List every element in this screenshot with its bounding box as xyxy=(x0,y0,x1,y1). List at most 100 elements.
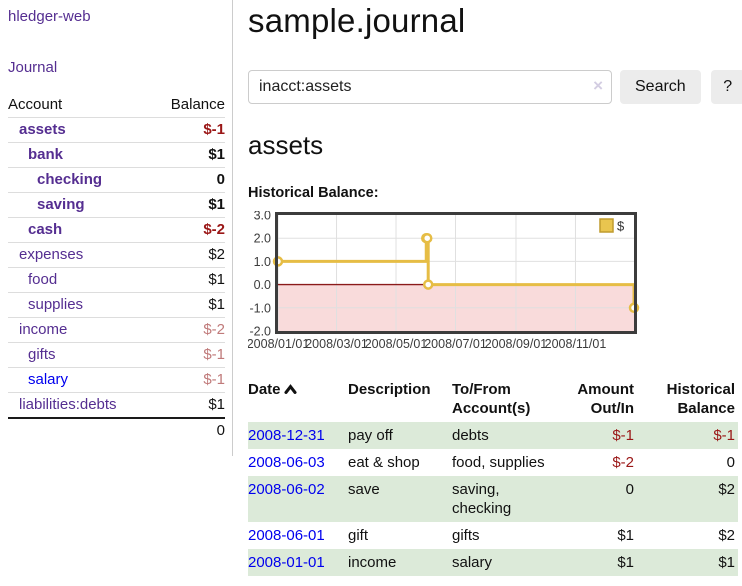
account-row: expenses$2 xyxy=(8,242,225,267)
transaction-description: income xyxy=(348,549,452,576)
transaction-accounts: gifts xyxy=(452,522,554,549)
transaction-accounts: debts xyxy=(452,422,554,449)
account-balance: $1 xyxy=(208,271,225,289)
transaction-date-link[interactable]: 2008-12-31 xyxy=(248,427,325,444)
transaction-balance: 0 xyxy=(642,449,738,476)
search-form: × Search ? xyxy=(248,70,742,104)
account-link-liabilities-debts[interactable]: liabilities:debts xyxy=(8,396,208,414)
search-input[interactable] xyxy=(248,70,612,104)
account-balance: $-2 xyxy=(203,321,225,339)
transaction-accounts: salary xyxy=(452,549,554,576)
account-row: salary$-1 xyxy=(8,367,225,392)
register-row: 2008-06-02 savesaving, checking0$2 xyxy=(248,476,738,522)
svg-text:0.0: 0.0 xyxy=(254,278,271,292)
transaction-date-link[interactable]: 2008-06-01 xyxy=(248,527,325,544)
column-header-date[interactable]: Date xyxy=(248,378,348,422)
date-header-label: Date xyxy=(248,381,281,398)
chart-title: Historical Balance: xyxy=(248,185,742,201)
account-row: supplies$1 xyxy=(8,292,225,317)
account-row: food$1 xyxy=(8,267,225,292)
account-balance: $1 xyxy=(208,296,225,314)
account-row: liabilities:debts$1 xyxy=(8,392,225,417)
transaction-description: gift xyxy=(348,522,452,549)
register-row: 2008-06-03eat & shopfood, supplies$-20 xyxy=(248,449,738,476)
svg-text:2008/01/01: 2008/01/01 xyxy=(248,337,309,351)
account-row: saving$1 xyxy=(8,192,225,217)
account-balance: $1 xyxy=(208,396,225,414)
account-link-bank[interactable]: bank xyxy=(8,146,208,164)
main-content: sample.journal × Search ? assets Histori… xyxy=(233,0,742,586)
svg-text:2008/11/01: 2008/11/01 xyxy=(545,337,607,351)
transaction-date-link[interactable]: 2008-01-01 xyxy=(248,554,325,571)
account-link-saving[interactable]: saving xyxy=(8,196,208,214)
svg-text:2008/05/01: 2008/05/01 xyxy=(365,337,428,351)
account-balance: $-2 xyxy=(203,221,225,239)
account-link-food[interactable]: food xyxy=(8,271,208,289)
account-total-row: 0 xyxy=(8,417,225,442)
transaction-amount: $1 xyxy=(554,522,642,549)
sidebar-item-journal[interactable]: Journal xyxy=(8,59,225,76)
transaction-balance: $1 xyxy=(642,549,738,576)
svg-text:2008/07/01: 2008/07/01 xyxy=(424,337,487,351)
account-heading: assets xyxy=(248,130,742,161)
account-balance: $-1 xyxy=(203,346,225,364)
account-link-supplies[interactable]: supplies xyxy=(8,296,208,314)
register-header-row: Date Description To/From Account(s) Amou… xyxy=(248,378,738,422)
column-header-description: Description xyxy=(348,378,452,422)
account-link-income[interactable]: income xyxy=(8,321,203,339)
search-button[interactable]: Search xyxy=(620,70,701,104)
help-button[interactable]: ? xyxy=(711,70,742,104)
svg-text:1.0: 1.0 xyxy=(254,255,271,269)
svg-text:3.0: 3.0 xyxy=(254,211,271,223)
transaction-description: save xyxy=(348,476,452,522)
sort-ascending-icon xyxy=(284,380,297,399)
svg-text:-1.0: -1.0 xyxy=(249,301,271,315)
total-balance: 0 xyxy=(217,422,225,439)
brand-link[interactable]: hledger-web xyxy=(8,8,225,25)
account-link-assets[interactable]: assets xyxy=(8,121,203,139)
transaction-description: eat & shop xyxy=(348,449,452,476)
account-balance: $-1 xyxy=(203,371,225,389)
account-link-salary[interactable]: salary xyxy=(8,371,203,389)
svg-text:2008/03/01: 2008/03/01 xyxy=(305,337,368,351)
sidebar-account-rows: assets$-1bank$1checking0saving$1cash$-2e… xyxy=(8,117,225,417)
clear-search-icon[interactable]: × xyxy=(593,76,603,96)
account-table-header: Account Balance xyxy=(8,92,225,117)
account-row: assets$-1 xyxy=(8,117,225,142)
account-row: gifts$-1 xyxy=(8,342,225,367)
account-balance-table: Account Balance assets$-1bank$1checking0… xyxy=(8,92,225,442)
search-box: × xyxy=(248,70,612,104)
account-balance: $1 xyxy=(208,196,225,214)
account-row: bank$1 xyxy=(8,142,225,167)
account-row: income$-2 xyxy=(8,317,225,342)
svg-text:$: $ xyxy=(617,219,625,234)
transaction-amount: $-1 xyxy=(554,422,642,449)
account-link-gifts[interactable]: gifts xyxy=(8,346,203,364)
page-title: sample.journal xyxy=(248,2,742,40)
transaction-amount: 0 xyxy=(554,476,642,522)
transaction-accounts: food, supplies xyxy=(452,449,554,476)
column-header-amount: Amount Out/In xyxy=(554,378,642,422)
transaction-description: pay off xyxy=(348,422,452,449)
register-row: 2008-01-01incomesalary$1$1 xyxy=(248,549,738,576)
transaction-date-link[interactable]: 2008-06-02 xyxy=(248,481,325,498)
account-link-cash[interactable]: cash xyxy=(8,221,203,239)
account-link-expenses[interactable]: expenses xyxy=(8,246,208,264)
transaction-amount: $1 xyxy=(554,549,642,576)
register-row: 2008-06-01 giftgifts$1$2 xyxy=(248,522,738,549)
account-row: checking0 xyxy=(8,167,225,192)
register-row: 2008-12-31pay offdebts$-1$-1 xyxy=(248,422,738,449)
sidebar: hledger-web Journal Account Balance asse… xyxy=(0,0,233,456)
account-balance: 0 xyxy=(217,171,225,189)
transaction-date-link[interactable]: 2008-06-03 xyxy=(248,454,325,471)
account-balance: $2 xyxy=(208,246,225,264)
account-balance: $-1 xyxy=(203,121,225,139)
column-header-accounts: To/From Account(s) xyxy=(452,378,554,422)
transaction-accounts: saving, checking xyxy=(452,476,554,522)
account-balance: $1 xyxy=(208,146,225,164)
transaction-balance: $2 xyxy=(642,476,738,522)
account-link-checking[interactable]: checking xyxy=(8,171,217,189)
transaction-balance: $-1 xyxy=(642,422,738,449)
transaction-balance: $2 xyxy=(642,522,738,549)
account-column-header: Account xyxy=(8,96,62,113)
